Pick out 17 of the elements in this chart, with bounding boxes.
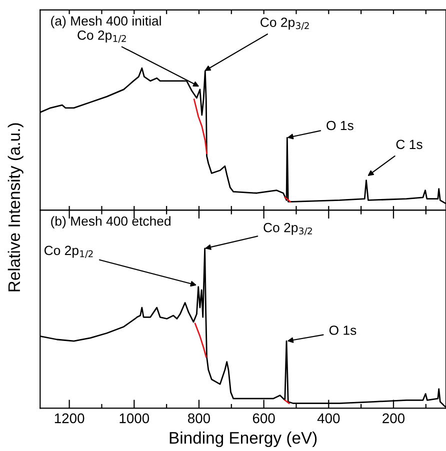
annotation: C 1s [396, 140, 422, 150]
x-tick-label: 200 [382, 413, 405, 424]
x-tick-label: 800 [188, 413, 210, 424]
annotation: Co 2p$_{1/2}$ [78, 30, 126, 43]
x-tick-label: 400 [317, 413, 340, 424]
x-tick-label: 1200 [54, 413, 84, 424]
y-axis-title: Relative Intensity (a.u.) [8, 123, 24, 292]
chart-title: (b) Mesh 400 etched [51, 216, 170, 228]
annotation: Co 2p$_{1/2}$ [44, 246, 93, 258]
x-tick-label: 600 [252, 413, 275, 424]
annotation: O 1s [326, 120, 354, 130]
annotation: O 1s [329, 326, 356, 335]
annotation: Co 2p$_{3/2}$ [264, 222, 312, 236]
chart-title: (a) Mesh 400 initial [51, 16, 161, 28]
x-tick-label: 1000 [120, 413, 150, 424]
x-axis-title: Binding Energy (eV) [170, 432, 317, 448]
annotation: Co 2p$_{3/2}$ [260, 18, 309, 30]
